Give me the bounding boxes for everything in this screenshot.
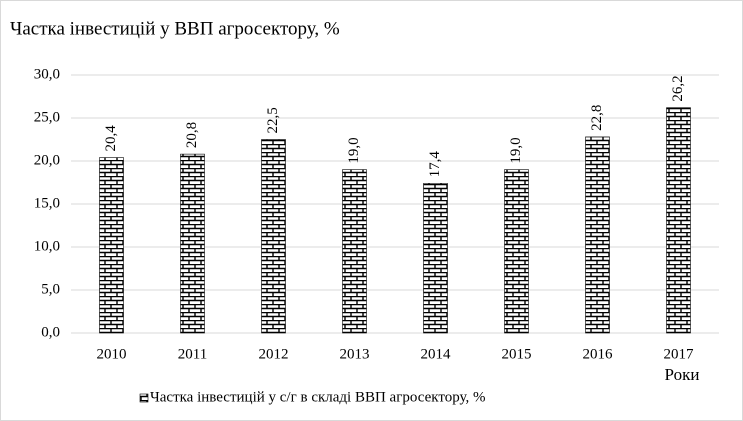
value-label: 22,5: [265, 107, 281, 133]
y-tick-label: 5,0: [41, 281, 60, 297]
value-label: 22,8: [589, 105, 605, 131]
x-tick-label: 2016: [583, 346, 614, 362]
value-label: 19,0: [346, 137, 362, 163]
legend-label: Частка інвестицій у с/г в складі ВВП агр…: [150, 389, 486, 405]
value-label: 17,4: [427, 151, 443, 178]
y-tick-label: 25,0: [34, 109, 60, 125]
x-tick-label: 2017: [664, 346, 695, 362]
value-label: 20,8: [184, 122, 200, 148]
bar: [342, 169, 367, 334]
y-tick-label: 15,0: [34, 195, 60, 211]
y-tick-label: 30,0: [34, 66, 60, 82]
bar: [666, 107, 691, 334]
y-tick-label: 20,0: [34, 152, 60, 168]
bar: [504, 169, 529, 334]
bar: [423, 183, 448, 334]
x-tick-label: 2011: [178, 346, 207, 362]
value-label: 20,4: [103, 125, 119, 152]
x-tick-label: 2010: [97, 346, 127, 362]
chart-title: Частка інвестицій у ВВП агросектору, %: [10, 18, 340, 39]
value-label: 26,2: [670, 75, 686, 101]
bar: [99, 157, 124, 334]
bar: [261, 139, 286, 334]
value-label: 19,0: [508, 137, 524, 163]
x-tick-label: 2015: [502, 346, 532, 362]
x-tick-label: 2013: [340, 346, 370, 362]
x-axis-label: Роки: [665, 365, 700, 384]
bar: [585, 136, 610, 334]
bar: [180, 153, 205, 334]
x-tick-label: 2012: [259, 346, 289, 362]
y-tick-label: 0,0: [41, 324, 60, 340]
x-tick-label: 2014: [421, 346, 452, 362]
legend-swatch: [139, 393, 149, 403]
y-tick-label: 10,0: [34, 238, 60, 254]
